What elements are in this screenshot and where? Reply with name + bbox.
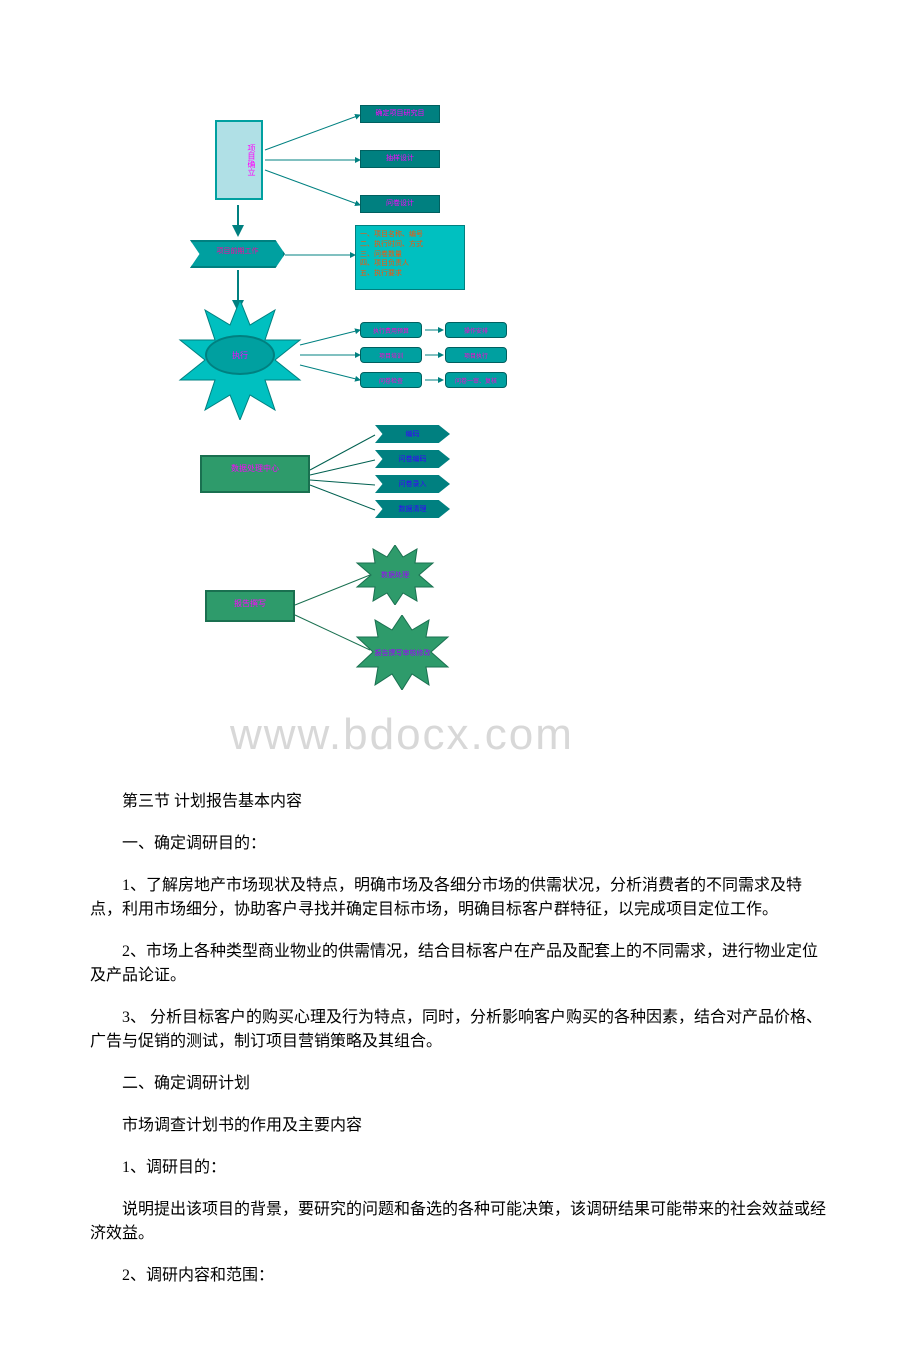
banner-coding: 编码 <box>375 425 450 443</box>
node-questionnaire-design: 问卷设计 <box>360 195 440 213</box>
node-define-goal: 确定项目研究目 <box>360 105 440 123</box>
sticky-line: 一、项目名称、编号 <box>360 230 460 240</box>
node-project-establish: 项目确立 <box>215 120 263 200</box>
pill-check: 问卷检查 <box>360 372 422 388</box>
node-data-processing-center: 数据处理中心 <box>200 455 310 493</box>
paragraph: 说明提出该项目的背景，要研究的问题和备选的各种可能决策，该调研结果可能带来的社会… <box>90 1198 830 1246</box>
sticky-line: 五、执行要求 <box>360 269 460 279</box>
pill-arrange: 操作安排 <box>445 322 507 338</box>
pill-training: 项目培训 <box>360 347 422 363</box>
burst-report-review: 报告撰写审核修改 <box>355 615 450 690</box>
paragraph: 1、调研目的： <box>90 1156 830 1180</box>
subheading-2: 二、确定调研计划 <box>90 1072 830 1096</box>
banner-data-clean: 数据清理 <box>375 500 450 518</box>
paragraph: 2、调研内容和范围： <box>90 1264 830 1288</box>
section-heading: 第三节 计划报告基本内容 <box>90 790 830 814</box>
burst-label: 数据处理 <box>381 570 409 580</box>
banner-q-coding: 问卷编码 <box>375 450 450 468</box>
burst-data-proc: 数据处理 <box>355 545 435 605</box>
sticky-line: 四、项目负责人 <box>360 259 460 269</box>
subheading-1: 一、确定调研目的： <box>90 832 830 856</box>
pill-budget: 执行费用预算 <box>360 322 422 338</box>
sticky-note: 一、项目名称、编号 二、执行时间、方式 三、问卷数量 四、项目负责人 五、执行要… <box>355 225 465 290</box>
node-report-writing: 报告撰写 <box>205 590 295 622</box>
node-pre-work: 项目前期工作 <box>190 240 285 268</box>
sticky-line: 二、执行时间、方式 <box>360 240 460 250</box>
node-sampling-design: 抽样设计 <box>360 150 440 168</box>
paragraph: 1、了解房地产市场现状及特点，明确市场及各细分市场的供需状况，分析消费者的不同需… <box>90 874 830 922</box>
sticky-line: 三、问卷数量 <box>360 250 460 260</box>
paragraph: 2、市场上各种类型商业物业的供需情况，结合目标客户在产品及配套上的不同需求，进行… <box>90 940 830 988</box>
paragraph: 3、 分析目标客户的购买心理及行为特点，同时，分析影响客户购买的各种因素，结合对… <box>90 1006 830 1054</box>
text-content: 第三节 计划报告基本内容 一、确定调研目的： 1、了解房地产市场现状及特点，明确… <box>0 760 920 1366</box>
flowchart-diagram: 项目确立 确定项目研究目 抽样设计 问卷设计 项目前期工作 一、项目名称、编号 … <box>160 60 680 760</box>
banner-q-entry: 问卷录入 <box>375 475 450 493</box>
pill-exec: 项目执行 <box>445 347 507 363</box>
node-execute: 执行 <box>205 335 275 375</box>
page: 项目确立 确定项目研究目 抽样设计 问卷设计 项目前期工作 一、项目名称、编号 … <box>0 60 920 1366</box>
paragraph: 市场调查计划书的作用及主要内容 <box>90 1114 830 1138</box>
pill-review: 问卷一审、复核 <box>445 372 507 388</box>
burst-label: 报告撰写审核修改 <box>375 648 431 658</box>
